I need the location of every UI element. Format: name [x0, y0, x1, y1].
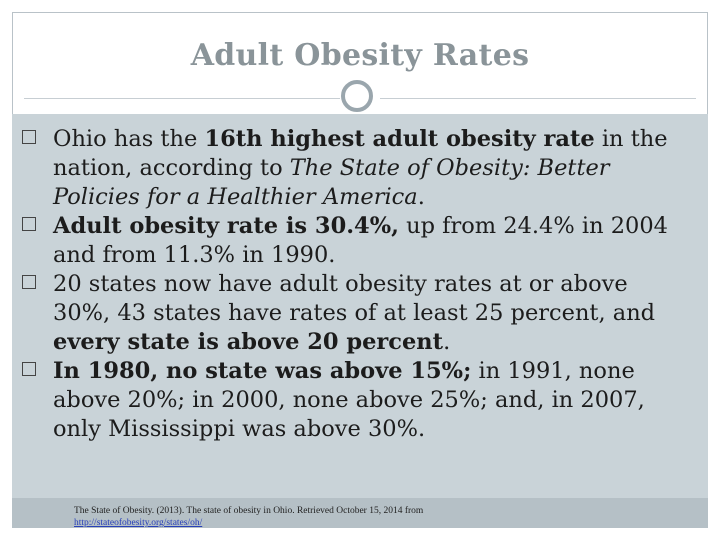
citation: The State of Obesity. (2013). The state … — [74, 505, 423, 529]
bullet-text: Adult obesity rate is 30.4%, — [53, 213, 399, 239]
bullet-text: in 1991, none above 20%; in 2000, none a… — [53, 358, 645, 442]
bullet-text: Ohio has the — [53, 126, 205, 152]
bullet-square-icon — [22, 362, 36, 376]
bullet-text: up from 24.4% in 2004 and from 11.3% in … — [53, 213, 668, 268]
bullet-square-icon — [22, 130, 36, 144]
bullet-item: In 1980, no state was above 15%; in 1991… — [20, 357, 690, 444]
title-divider-right — [380, 98, 696, 99]
slide-title: Adult Obesity Rates — [190, 38, 530, 73]
bullet-item: Ohio has the 16th highest adult obesity … — [20, 125, 690, 212]
bullet-text: 16th highest adult obesity rate — [204, 126, 595, 152]
circle-ornament-icon — [341, 80, 373, 112]
bullet-square-icon — [22, 275, 36, 289]
citation-link[interactable]: http://stateofobesity.org/states/oh/ — [74, 518, 203, 528]
bullet-text: in the nation, according to — [53, 126, 668, 181]
bullet-text: every state is above 20 percent — [53, 329, 444, 355]
bullet-text: . — [417, 184, 425, 210]
bullet-list: Ohio has the 16th highest adult obesity … — [20, 125, 690, 444]
bullet-text: . — [443, 329, 451, 355]
content-area — [12, 114, 708, 528]
bullet-text: In 1980, no state was above 15%; — [53, 358, 472, 384]
bullet-text: 20 states now have adult obesity rates a… — [53, 271, 656, 326]
footer-band — [12, 498, 708, 528]
bullet-text: The State of Obesity: Better Policies fo… — [53, 155, 610, 210]
citation-text: The State of Obesity. (2013). The state … — [74, 506, 424, 516]
title-divider-left — [24, 98, 340, 99]
bullet-square-icon — [22, 217, 36, 231]
bullet-item: 20 states now have adult obesity rates a… — [20, 270, 690, 357]
bullet-item: Adult obesity rate is 30.4%, up from 24.… — [20, 212, 690, 270]
